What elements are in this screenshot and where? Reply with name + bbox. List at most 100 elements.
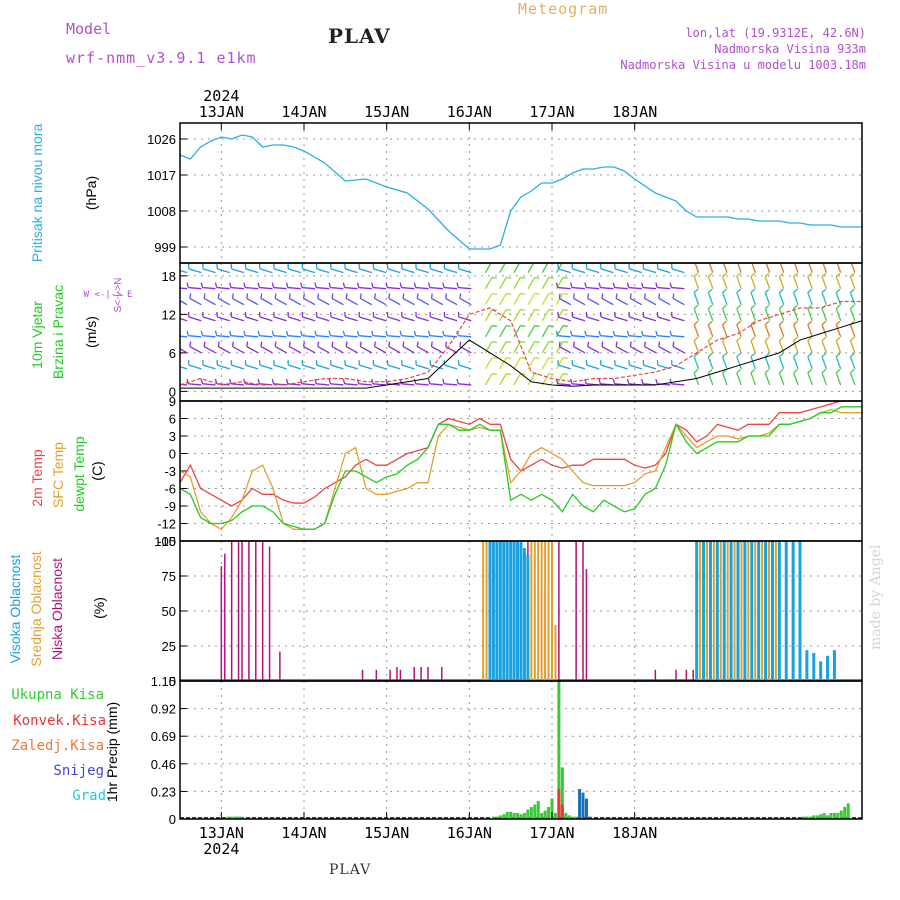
- wind-barb-shaft: [401, 335, 415, 338]
- wind-barb-shaft: [557, 286, 571, 290]
- wind-barb-shaft: [217, 316, 230, 322]
- wind-barb-shaft: [230, 286, 244, 290]
- wind-barb-flag: [723, 257, 727, 260]
- wind-barb-flag: [612, 282, 616, 288]
- wind-barb-shaft: [642, 286, 657, 290]
- wind-barb-shaft: [218, 345, 231, 354]
- wind-barb-shaft: [188, 286, 202, 290]
- wind-barb-shaft: [415, 383, 429, 386]
- temp-label-3: dewpt Temp: [71, 436, 87, 511]
- wind-barb-shaft: [273, 316, 287, 322]
- wind-barb-shaft: [444, 364, 458, 370]
- wind-barb-shaft: [721, 324, 728, 338]
- wind-barb-shaft: [401, 286, 415, 290]
- wind-barb-shaft: [808, 263, 813, 273]
- temp-ytick-label: 0: [169, 447, 176, 462]
- top-day-label: 17JAN: [529, 103, 574, 121]
- wind-barb-flag: [658, 293, 661, 299]
- wind-barb-flag: [548, 292, 554, 295]
- total-precip-bar: [529, 807, 533, 819]
- wind-barb-shaft: [273, 286, 287, 290]
- wind-barb-shaft: [458, 335, 472, 338]
- total-precip-bar: [522, 813, 526, 819]
- wind-barb-flag: [655, 330, 658, 336]
- wind-barb-shaft: [387, 364, 401, 370]
- wind-barb-shaft: [821, 340, 828, 354]
- cloud-ytick-label: 100: [154, 534, 176, 549]
- wind-barb-shaft: [736, 276, 742, 289]
- wind-barb-flag: [285, 282, 289, 288]
- total-precip-bar: [498, 815, 502, 819]
- wind-barb-flag: [520, 292, 526, 295]
- wind-barb-shaft: [657, 316, 671, 322]
- wind-barb-shaft: [573, 297, 586, 306]
- wind-barb-shaft: [657, 335, 671, 338]
- wind-barb-shaft: [586, 268, 600, 274]
- wind-barb-flag: [413, 330, 417, 336]
- wind-barb-shaft: [571, 286, 585, 290]
- wind-barb-shaft: [344, 316, 358, 322]
- wind-barb-flag: [764, 352, 770, 358]
- wind-barb-flag: [793, 336, 798, 342]
- wind-barb-shaft: [793, 292, 799, 305]
- wind-compass-sn: S<-|->N: [113, 278, 124, 313]
- wind-barb-shaft: [345, 297, 358, 306]
- wind-barb-shaft: [459, 297, 472, 306]
- wind-barb-shaft: [642, 335, 657, 338]
- wind-barb-shaft: [558, 268, 571, 274]
- total-precip-bar: [557, 681, 561, 819]
- precip-ytick-label: 1.15: [151, 674, 176, 689]
- wind-barb-flag: [835, 304, 841, 310]
- wind-barb-flag: [570, 378, 573, 384]
- wind-barb-flag: [506, 340, 512, 344]
- precip-legend-item: Zaledj.Kisa: [11, 738, 104, 754]
- wind-barb-shaft: [202, 268, 216, 274]
- wind-barb-flag: [722, 352, 727, 358]
- wind-barb-shaft: [658, 345, 671, 354]
- precip-unit: 1hr Precip (mm): [104, 702, 120, 802]
- wind-barb-shaft: [750, 356, 757, 370]
- wind-barb-flag: [356, 330, 360, 336]
- wind-barb-flag: [584, 378, 587, 384]
- wind-barb-flag: [641, 378, 644, 384]
- wind-barb-shaft: [416, 316, 429, 322]
- total-precip-bar: [526, 809, 530, 819]
- wind-barb-flag: [835, 288, 841, 293]
- wind-barb-shaft: [458, 286, 472, 290]
- total-precip-bar: [574, 816, 578, 819]
- wind-barb-flag: [186, 330, 189, 336]
- wind-barb-shaft: [302, 364, 316, 370]
- wind-barb-shaft: [764, 292, 771, 305]
- wind-barb-shaft: [387, 383, 401, 386]
- total-precip-bar: [226, 816, 230, 819]
- wind-barb-shaft: [231, 364, 245, 370]
- wind-barb-flag: [626, 282, 630, 288]
- wind-barb-flag: [584, 282, 587, 288]
- pressure-ytick-label: 1026: [147, 132, 176, 147]
- wind-barb-shaft: [231, 268, 245, 274]
- total-precip-bar: [505, 811, 509, 819]
- wind-barb-shaft: [541, 357, 550, 370]
- precip-frame: [179, 680, 863, 820]
- wind-barb-shaft: [571, 383, 585, 386]
- wind-barb-flag: [807, 288, 813, 293]
- wind-barb-flag: [548, 276, 554, 279]
- wind-barb-shaft: [316, 316, 330, 322]
- wind-barb-shaft: [541, 293, 550, 306]
- wind-barb-flag: [821, 320, 827, 326]
- wind-compass-we: W <-|-> E: [84, 290, 133, 300]
- temp-label-1: 2m Temp: [29, 449, 45, 507]
- wind-barb-shaft: [245, 286, 259, 290]
- cloud-label-low: Niska Oblacnost: [49, 558, 65, 660]
- wind-barb-flag: [562, 340, 569, 344]
- wind-barb-shaft: [764, 372, 771, 386]
- wind-barb-shaft: [557, 383, 571, 386]
- wind-barb-flag: [399, 282, 403, 288]
- wind-barb-shaft: [658, 297, 671, 306]
- wind-barb-flag: [793, 320, 798, 326]
- wind-barb-shaft: [835, 308, 842, 321]
- bottom-day-label: 18JAN: [612, 824, 657, 842]
- wind-barb-flag: [445, 293, 448, 299]
- wind-barb-shaft: [301, 383, 316, 386]
